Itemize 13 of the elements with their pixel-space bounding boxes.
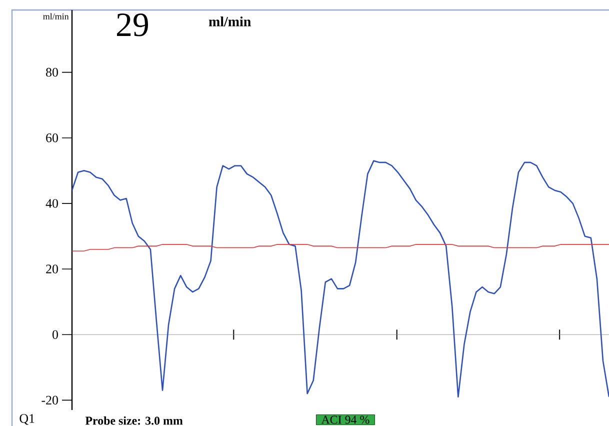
y-axis-title: ml/min	[43, 13, 69, 20]
y-tick-label: -20	[42, 396, 58, 405]
text: ACI 94 %	[321, 416, 370, 424]
text: Q1	[20, 414, 34, 425]
y-tick-label: 80	[46, 68, 58, 77]
y-tick-label: 0	[52, 330, 58, 339]
annotation: ml/min	[208, 16, 251, 26]
text: Probe size: 3.0 mm	[85, 416, 183, 425]
y-tick-label: 60	[46, 133, 58, 142]
line-series	[72, 160, 609, 398]
y-tick-label: 20	[46, 264, 58, 274]
annotation: 29	[117, 14, 148, 36]
y-tick-label: 40	[46, 199, 58, 208]
